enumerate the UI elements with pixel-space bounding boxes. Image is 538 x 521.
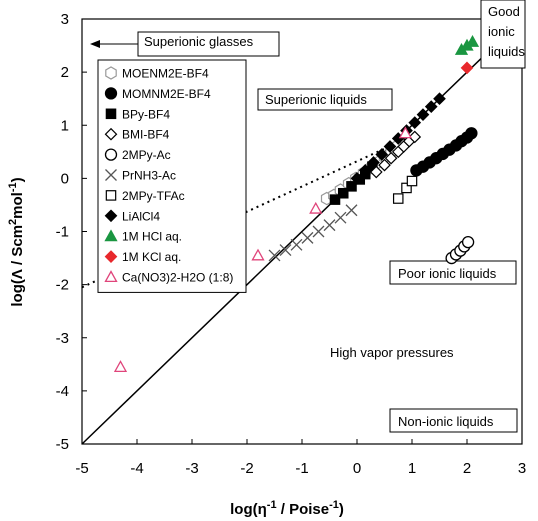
- data-point: [290, 238, 303, 251]
- data-point: [345, 204, 358, 217]
- region-label: High vapor pressures: [330, 345, 454, 360]
- axes: -5 -4 -3 -2 -1 0 1 2 3 -5 -4 -3 -2 -1 0 1 2 3: [56, 11, 527, 477]
- region-box: [137, 31, 280, 57]
- legend-label: LiAlCl4: [122, 209, 160, 223]
- legend-label: MOMNM2E-BF4: [122, 87, 211, 101]
- data-point: [461, 235, 475, 249]
- x-tick-label: 0: [353, 460, 361, 477]
- x-axis-label: log(η-1 / Poise-1): [230, 499, 344, 518]
- data-point: [398, 126, 413, 139]
- legend-marker: [104, 148, 118, 161]
- x-tick-label: -4: [130, 460, 143, 477]
- data-point: [323, 219, 336, 232]
- y-tick-label: -2: [56, 277, 69, 294]
- x-tick-label: -5: [75, 460, 88, 477]
- data-point: [408, 116, 422, 129]
- y-tick-label: 1: [61, 117, 69, 134]
- legend-label: PrNH3-Ac: [122, 169, 176, 183]
- legend-marker: [104, 270, 118, 283]
- data-point: [424, 100, 438, 114]
- data-point: [392, 193, 404, 204]
- region-box: [257, 88, 393, 111]
- region-label-line: liquids: [488, 44, 525, 59]
- legend-marker: [104, 229, 118, 242]
- legend-label: Ca(NO3)2-H2O (1:8): [122, 271, 233, 285]
- y-tick-label: -4: [56, 383, 69, 400]
- region-label-line: ionic: [488, 24, 515, 39]
- legend-label: BMI-BF4: [122, 128, 170, 142]
- region-label-line: Good: [488, 4, 520, 19]
- data-points: [113, 35, 480, 373]
- legend-marker: [105, 190, 117, 201]
- data-point: [416, 108, 430, 121]
- y-tick-label: -1: [56, 224, 69, 241]
- legend-label: MOENM2E-BF4: [122, 67, 209, 81]
- legend-label: 1M KCl aq.: [122, 250, 181, 264]
- region-label: Superionic liquids: [265, 92, 367, 107]
- data-point: [113, 360, 128, 373]
- data-point: [251, 248, 265, 261]
- legend-marker: [104, 127, 118, 141]
- data-point: [401, 182, 412, 194]
- data-point: [337, 187, 349, 199]
- data-point: [369, 165, 383, 179]
- data-point: [346, 181, 357, 192]
- region-label: Non-ionic liquids: [398, 414, 494, 429]
- data-point: [312, 225, 325, 238]
- x-tick-label: 2: [463, 460, 471, 477]
- data-point: [279, 244, 292, 257]
- data-point: [384, 151, 398, 165]
- legend-marker: [104, 87, 118, 100]
- legend-label: 1M HCl aq.: [122, 230, 182, 244]
- legend-label: 2MPy-TFAc: [122, 189, 185, 203]
- region-label: Superionic glasses: [144, 34, 254, 49]
- data-point: [408, 130, 422, 144]
- legend-box: [97, 59, 247, 293]
- data-point: [460, 61, 474, 75]
- arrow-head: [90, 40, 100, 48]
- legend-marker: [105, 169, 117, 181]
- data-point: [309, 201, 323, 214]
- data-point: [358, 164, 372, 177]
- region-box: [480, 0, 526, 69]
- x-tick-label: 3: [518, 460, 526, 477]
- data-point: [329, 194, 341, 205]
- legend-label: BPy-BF4: [122, 107, 170, 121]
- y-axis-label: log(Λ / Scm2mol-1): [7, 177, 26, 306]
- legend: MOENM2E-BF4 MOMNM2E-BF4 BPy-BF4 BMI-BF4 2MPy…: [97, 59, 247, 293]
- data-point: [383, 140, 397, 153]
- data-point: [406, 175, 418, 187]
- data-point: [367, 156, 380, 169]
- legend-label: 2MPy-Ac: [122, 148, 171, 162]
- legend-marker: [105, 66, 117, 80]
- legend-marker: [104, 250, 118, 263]
- x-tick-label: -2: [240, 460, 253, 477]
- data-point: [465, 127, 478, 140]
- y-tick-label: 0: [61, 170, 69, 187]
- data-point: [268, 249, 281, 262]
- data-point: [350, 172, 364, 185]
- ideal-kcl-line: [81, 18, 523, 445]
- region-labels: Superionic glasses Good ionic liquids Superi…: [90, 0, 526, 433]
- data-point: [301, 231, 314, 244]
- data-point: [433, 92, 446, 106]
- data-point: [334, 211, 347, 224]
- region-label: Poor ionic liquids: [398, 266, 497, 281]
- data-point: [465, 35, 480, 47]
- y-tick-label: 2: [61, 64, 69, 81]
- data-point: [375, 148, 389, 161]
- region-box: [389, 408, 518, 433]
- x-tick-label: -3: [185, 460, 198, 477]
- y-tick-label: -3: [56, 330, 69, 347]
- x-tick-label: -1: [295, 460, 308, 477]
- y-tick-label: 3: [61, 11, 69, 28]
- x-tick-label: 1: [408, 460, 416, 477]
- y-tick-label: -5: [56, 436, 69, 453]
- legend-marker: [105, 108, 117, 120]
- legend-marker: [104, 209, 118, 223]
- data-point: [378, 158, 391, 172]
